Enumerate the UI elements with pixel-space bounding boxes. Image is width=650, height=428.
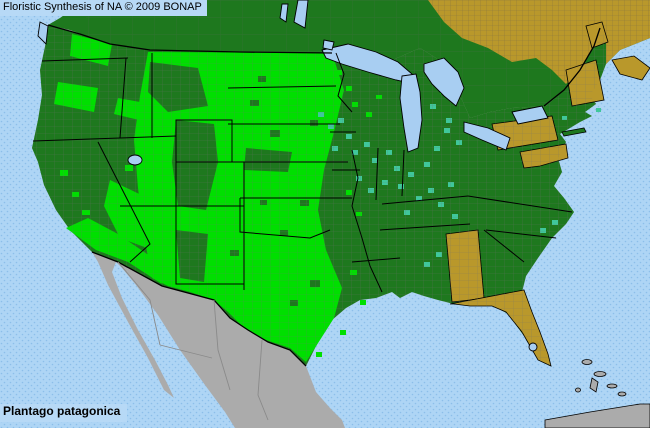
bahamas	[575, 359, 627, 397]
us-mexico-border	[91, 251, 307, 367]
species-name-label: Plantago patagonica	[0, 404, 128, 422]
lake-manitoba	[279, 3, 289, 23]
state-borders	[32, 52, 573, 293]
lake-erie	[463, 121, 511, 151]
long-island	[561, 127, 587, 137]
national-borders	[47, 24, 601, 367]
us-canada-border	[47, 24, 333, 54]
map-title: Floristic Synthesis of NA © 2009 BONAP	[0, 0, 207, 16]
lake-of-the-woods	[322, 39, 335, 51]
nova-scotia	[611, 55, 650, 81]
lake-okeechobee	[528, 342, 538, 352]
lake-ontario	[511, 105, 549, 125]
cuba	[544, 403, 650, 428]
puget-sound	[37, 21, 49, 45]
great-salt-lake	[127, 154, 143, 166]
mexico-state-borders	[117, 261, 269, 421]
lake-michigan	[399, 73, 423, 153]
islands	[544, 55, 650, 428]
great-lakes	[37, 0, 549, 352]
lake-winnipeg	[293, 0, 309, 29]
st-lawrence-border	[543, 27, 601, 107]
lake-huron	[423, 57, 465, 107]
